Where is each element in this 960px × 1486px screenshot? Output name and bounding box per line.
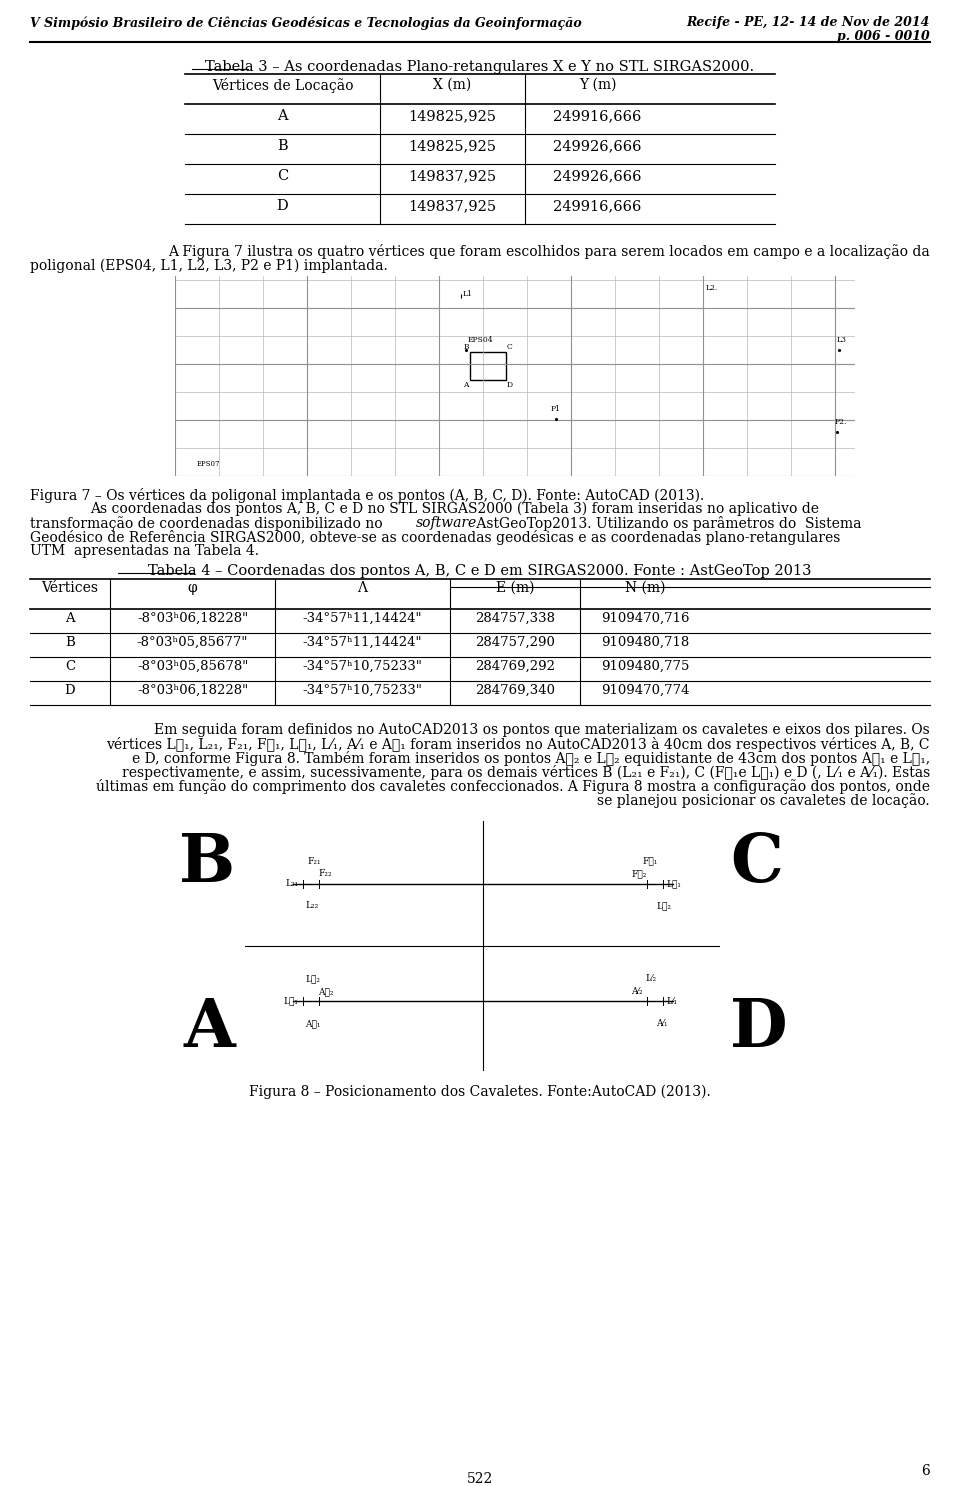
Text: -8°03ʰ06,18228": -8°03ʰ06,18228" [137,612,248,626]
Text: -8°03ʰ05,85677": -8°03ʰ05,85677" [137,636,249,649]
Text: 149825,925: 149825,925 [409,108,496,123]
Text: 284769,292: 284769,292 [475,660,555,673]
Text: B: B [463,343,468,351]
Text: 522: 522 [467,1473,493,1486]
Text: C: C [507,343,513,351]
Text: L⁄₂: L⁄₂ [645,973,657,984]
Text: φ: φ [187,581,198,594]
Text: F₂₂: F₂₂ [319,869,332,878]
Text: Recife - PE, 12- 14 de Nov de 2014: Recife - PE, 12- 14 de Nov de 2014 [686,16,930,30]
Text: E (m): E (m) [495,581,535,594]
Text: F⁃₂: F⁃₂ [631,869,646,878]
Text: L⁄₁: L⁄₁ [666,997,678,1006]
Text: Y (m): Y (m) [579,77,616,92]
Text: 249926,666: 249926,666 [553,140,641,153]
Text: software: software [416,516,477,531]
Text: 249916,666: 249916,666 [553,108,641,123]
Text: A⁁₁: A⁁₁ [305,1019,321,1028]
Text: últimas em função do comprimento dos cavaletes confeccionados. A Figura 8 mostra: últimas em função do comprimento dos cav… [96,779,930,794]
Text: 149837,925: 149837,925 [408,199,496,212]
Text: EPS04: EPS04 [468,336,493,343]
Text: p. 006 - 0010: p. 006 - 0010 [837,30,930,43]
Text: EPS07: EPS07 [197,461,221,468]
Text: -34°57ʰ10,75233": -34°57ʰ10,75233" [302,660,422,673]
Text: Figura 8 – Posicionamento dos Cavaletes. Fonte:AutoCAD (2013).: Figura 8 – Posicionamento dos Cavaletes.… [250,1085,710,1100]
Text: L2.: L2. [706,284,718,293]
Text: 284769,340: 284769,340 [475,684,555,697]
Text: A: A [464,380,468,389]
Text: L⁃₁: L⁃₁ [666,880,682,889]
Text: A: A [183,996,235,1061]
Text: Em seguida foram definidos no AutoCAD2013 os pontos que materializam os cavalete: Em seguida foram definidos no AutoCAD201… [155,724,930,737]
Text: A⁄₁: A⁄₁ [657,1019,668,1028]
Text: X (m): X (m) [433,77,471,92]
Text: C: C [65,660,75,673]
Text: A: A [65,612,75,626]
Text: Tabela 4 – Coordenadas dos pontos A, B, C e D em SIRGAS2000. Fonte : AstGeoTop 2: Tabela 4 – Coordenadas dos pontos A, B, … [148,565,812,578]
Text: 284757,290: 284757,290 [475,636,555,649]
Text: P1: P1 [551,406,561,413]
Text: D: D [507,380,513,389]
Text: AstGeoTop2013. Utilizando os parâmetros do  Sistema: AstGeoTop2013. Utilizando os parâmetros … [472,516,861,531]
Text: Vértices de Locação: Vértices de Locação [212,77,353,94]
Text: D: D [64,684,75,697]
Text: L3: L3 [837,336,847,343]
Text: Figura 7 – Os vértices da poligonal implantada e os pontos (A, B, C, D). Fonte: : Figura 7 – Os vértices da poligonal impl… [30,487,705,502]
Text: C: C [276,169,288,183]
Text: -34°57ʰ10,75233": -34°57ʰ10,75233" [302,684,422,697]
Text: 249916,666: 249916,666 [553,199,641,212]
Text: A⁁₂: A⁁₂ [319,987,334,996]
Text: -8°03ʰ05,85678": -8°03ʰ05,85678" [137,660,248,673]
Text: L⁁₂: L⁁₂ [305,973,321,984]
Text: D: D [276,199,288,212]
Text: -34°57ʰ11,14424": -34°57ʰ11,14424" [302,636,422,649]
Text: C: C [730,831,783,896]
Text: F₂₁: F₂₁ [307,856,321,865]
Text: L1: L1 [463,290,472,299]
Bar [469,352,506,380]
Text: 149837,925: 149837,925 [408,169,496,183]
Text: D: D [730,996,787,1061]
Text: L⁃₂: L⁃₂ [657,902,671,911]
Text: 6: 6 [922,1464,930,1479]
Text: vértices L⁁₁, L₂₁, F₂₁, F⁃₁, L⁃₁, L⁄₁, A⁄₁ e A⁁₁ foram inseridos no AutoCAD2013 : vértices L⁁₁, L₂₁, F₂₁, F⁃₁, L⁃₁, L⁄₁, A… [107,737,930,752]
Text: Vértices: Vértices [41,581,99,594]
Text: 9109480,775: 9109480,775 [601,660,689,673]
Text: P2.: P2. [835,418,848,426]
Text: 249926,666: 249926,666 [553,169,641,183]
Text: transformação de coordenadas disponibilizado no: transformação de coordenadas disponibili… [30,516,387,531]
Text: -34°57ʰ11,14424": -34°57ʰ11,14424" [302,612,422,626]
Text: se planejou posicionar os cavaletes de locação.: se planejou posicionar os cavaletes de l… [597,794,930,808]
Text: respectivamente, e assim, sucessivamente, para os demais vértices B (L₂₁ e F₂₁),: respectivamente, e assim, sucessivamente… [122,765,930,780]
Text: L₂₁: L₂₁ [285,880,299,889]
Text: B: B [65,636,75,649]
Text: A: A [277,108,288,123]
Text: Geodésico de Referência SIRGAS2000, obteve-se as coordenadas geodésicas e as coo: Geodésico de Referência SIRGAS2000, obte… [30,531,840,545]
Text: UTM  apresentadas na Tabela 4.: UTM apresentadas na Tabela 4. [30,544,259,559]
Text: poligonal (EPS04, L1, L2, L3, P2 e P1) implantada.: poligonal (EPS04, L1, L2, L3, P2 e P1) i… [30,259,388,273]
Text: Λ: Λ [357,581,368,594]
Text: B: B [277,140,288,153]
Text: e D, conforme Figura 8. Também foram inseridos os pontos A⁁₂ e L⁁₂ equidistante : e D, conforme Figura 8. Também foram ins… [132,750,930,765]
Text: V Simpósio Brasileiro de Ciências Geodésicas e Tecnologias da Geoinformação: V Simpósio Brasileiro de Ciências Geodés… [30,16,582,30]
Text: 9109470,774: 9109470,774 [601,684,689,697]
Text: L₂₂: L₂₂ [305,902,319,911]
Text: A Figura 7 ilustra os quatro vértices que foram escolhidos para serem locados em: A Figura 7 ilustra os quatro vértices qu… [168,244,930,259]
Text: B: B [179,831,235,896]
Text: 284757,338: 284757,338 [475,612,555,626]
Text: Tabela 3 – As coordenadas Plano-retangulares X e Y no STL SIRGAS2000.: Tabela 3 – As coordenadas Plano-retangul… [205,59,755,74]
Text: N (m): N (m) [625,581,665,594]
Text: -8°03ʰ06,18228": -8°03ʰ06,18228" [137,684,248,697]
Text: As coordenadas dos pontos A, B, C e D no STL SIRGAS2000 (Tabela 3) foram inserid: As coordenadas dos pontos A, B, C e D no… [90,502,819,517]
Text: 9109480,718: 9109480,718 [601,636,689,649]
Text: 149825,925: 149825,925 [409,140,496,153]
Text: 9109470,716: 9109470,716 [601,612,689,626]
Text: F⁃₁: F⁃₁ [642,856,658,865]
Text: L⁁₁: L⁁₁ [283,997,299,1006]
Text: A⁄₂: A⁄₂ [631,987,642,996]
